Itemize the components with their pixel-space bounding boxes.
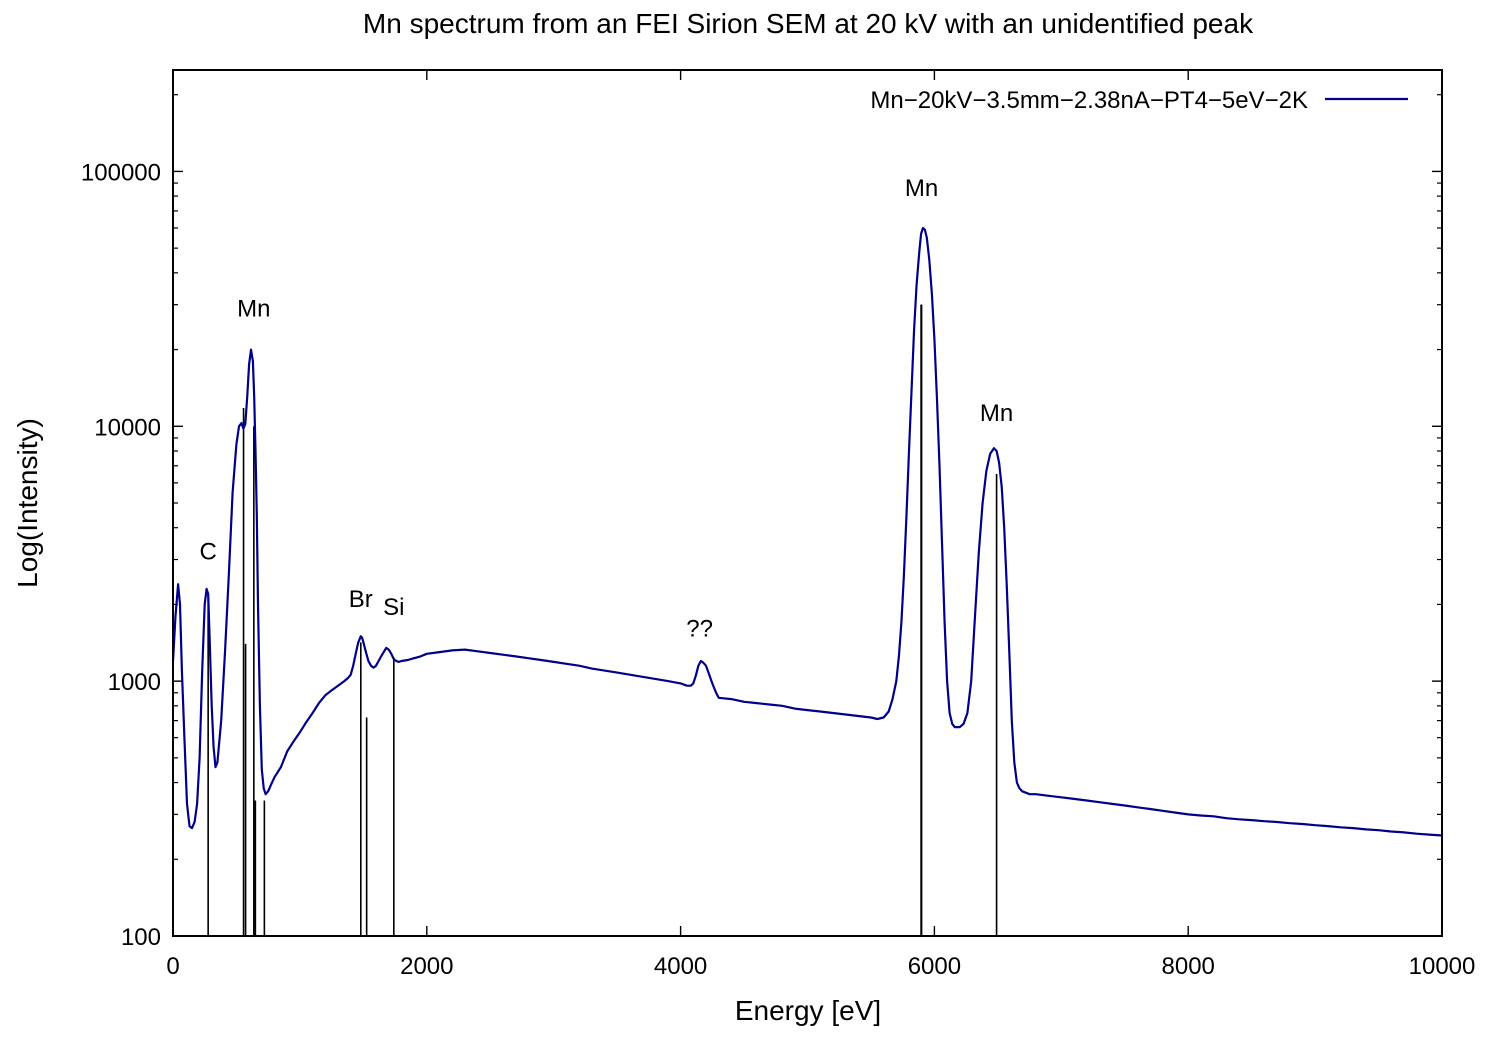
peak-annotation-4: ?? xyxy=(686,615,713,642)
y-axis-label: Log(Intensity) xyxy=(12,418,43,588)
legend: Mn−20kV−3.5mm−2.38nA−PT4−5eV−2K xyxy=(870,87,1408,114)
x-tick-label-3: 6000 xyxy=(908,953,961,980)
x-tick-label-2: 4000 xyxy=(654,953,707,980)
chart-title: Mn spectrum from an FEI Sirion SEM at 20… xyxy=(363,8,1254,39)
reference-lines xyxy=(207,304,998,936)
x-axis-label: Energy [eV] xyxy=(735,995,881,1026)
y-tick-label-2: 10000 xyxy=(94,414,161,441)
x-tick-label-1: 2000 xyxy=(400,953,453,980)
y-tick-label-1: 1000 xyxy=(108,669,161,696)
peak-annotation-2: Br xyxy=(349,586,373,613)
legend-label: Mn−20kV−3.5mm−2.38nA−PT4−5eV−2K xyxy=(870,87,1308,114)
x-tick-label-0: 0 xyxy=(166,953,179,980)
plot-frame xyxy=(172,69,1443,937)
tick-labels: 0 2000 4000 6000 8000 10000 100 1000 10000 100000 xyxy=(81,159,1475,980)
peak-annotation-5: Mn xyxy=(905,175,938,202)
x-tick-label-4: 8000 xyxy=(1162,953,1215,980)
x-tick-label-5: 10000 xyxy=(1409,953,1476,980)
peak-annotation-3: Si xyxy=(383,594,404,621)
peak-annotation-0: C xyxy=(199,539,216,566)
y-tick-label-3: 100000 xyxy=(81,159,161,186)
y-tick-label-0: 100 xyxy=(121,924,161,951)
peak-annotation-6: Mn xyxy=(980,400,1013,427)
peak-annotations: C Mn Br Si?? Mn Mn xyxy=(199,175,1013,642)
series-line xyxy=(171,226,1443,837)
peak-annotation-1: Mn xyxy=(237,295,270,322)
